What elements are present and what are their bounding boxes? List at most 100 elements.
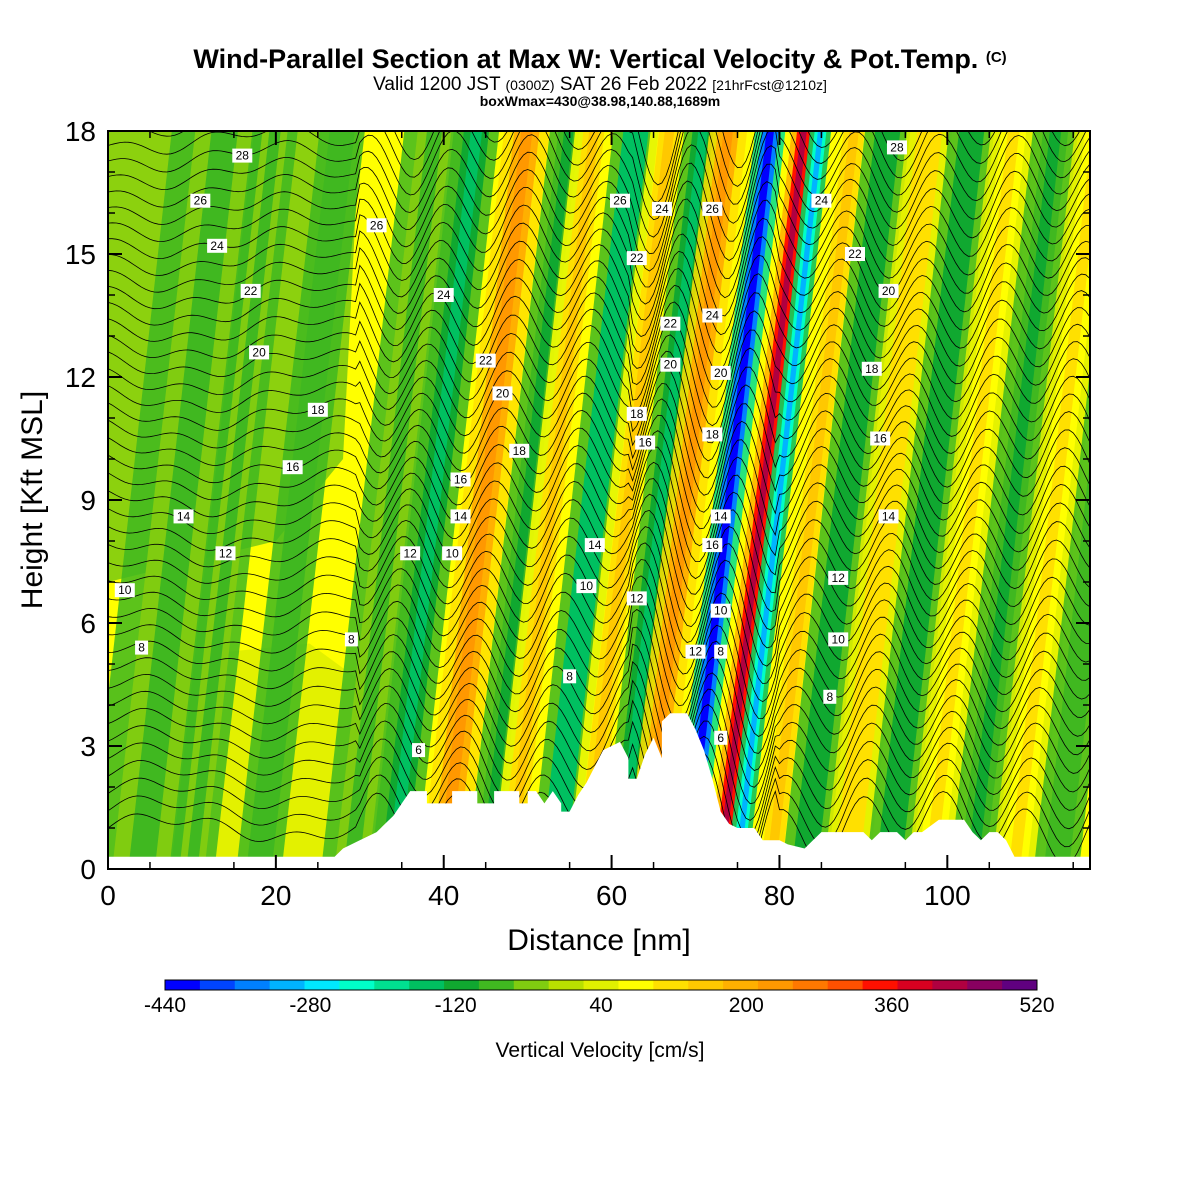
contour-label-box [878, 283, 899, 298]
contour-label-box [660, 316, 681, 331]
colorbar-swatch [583, 980, 619, 990]
velocity-band-core [253, 131, 348, 869]
contour-label-box [861, 361, 882, 376]
colorbar-tick-label: 200 [729, 994, 764, 1017]
velocity-band-core [966, 131, 1062, 869]
colorbar-swatch [234, 980, 271, 990]
contour-label-box [702, 427, 723, 442]
contour-label: 26 [194, 194, 208, 208]
velocity-band-core [547, 131, 642, 869]
x-tick-label: 60 [596, 880, 627, 911]
contour-label-box [135, 640, 149, 655]
colorbar-swatch [304, 980, 340, 990]
contour-label: 26 [613, 194, 627, 208]
velocity-band-core [1008, 147, 1090, 869]
contour-label: 8 [826, 690, 833, 704]
contour-label-box [249, 345, 270, 360]
colorbar-swatch [513, 980, 550, 990]
contour-label: 10 [580, 579, 594, 593]
contour-label-box [710, 365, 731, 380]
colorbar-swatch [339, 980, 375, 990]
x-tick-label: 40 [428, 880, 459, 911]
contour-label: 16 [638, 436, 652, 450]
y-tick-label: 3 [80, 731, 96, 762]
contour-label: 20 [252, 345, 266, 359]
contour-label-box [563, 669, 577, 684]
theta-contour-line [108, 131, 1090, 238]
box-max-info: boxWmax=430@38.98,140.88,1689m [479, 93, 721, 109]
velocity-band-core [581, 131, 675, 869]
contour-label-box [702, 308, 723, 323]
contour-label: 26 [706, 202, 720, 216]
colorbar-swatch [165, 980, 201, 990]
theta-contour-line [108, 660, 1090, 788]
contour-label: 22 [479, 354, 493, 368]
velocity-band-core [186, 131, 281, 869]
colorbar-swatch [409, 980, 445, 990]
contour-label-box [828, 570, 849, 585]
velocity-band-core [840, 131, 936, 869]
contour-label: 10 [832, 632, 846, 646]
contour-label: 14 [714, 509, 728, 523]
x-tick-label: 80 [764, 880, 795, 911]
contour-label-box [823, 689, 837, 704]
velocity-band [1001, 131, 1090, 869]
contour-label: 20 [664, 358, 678, 372]
theta-contour-line [108, 292, 1090, 408]
theta-contour-line [108, 273, 1090, 391]
contour-label-box [450, 509, 471, 524]
colorbar-swatch [478, 980, 515, 990]
colorbar-tick-label: -440 [144, 994, 186, 1017]
colorbar-tick-label: -280 [289, 994, 331, 1017]
theta-contour-line [108, 310, 1090, 427]
contour-label: 8 [566, 669, 573, 683]
theta-contour-line [108, 461, 1090, 580]
contour-label: 14 [454, 509, 468, 523]
contour-label: 12 [403, 546, 417, 560]
contour-label: 24 [655, 202, 669, 216]
contour-label-box [492, 386, 513, 401]
colorbar-swatch [723, 980, 759, 990]
velocity-band-core [882, 131, 978, 869]
y-tick-label: 15 [65, 239, 96, 270]
colorbar-swatch [792, 980, 829, 990]
contour-label: 8 [348, 632, 355, 646]
contour-label: 20 [714, 366, 728, 380]
contour-label-box [344, 632, 358, 647]
contour-label-box [870, 431, 891, 446]
theta-contour-line [108, 446, 1090, 562]
colorbar-swatch [548, 980, 585, 990]
colorbar-swatch [269, 980, 306, 990]
colorbar-swatch [374, 980, 410, 990]
theta-contour-line [108, 254, 1090, 372]
colorbar-swatch [199, 980, 236, 990]
contour-label: 14 [177, 509, 191, 523]
contour-label-box [828, 632, 849, 647]
contour-label-box [173, 509, 194, 524]
contour-label: 18 [513, 444, 527, 458]
contour-label: 20 [882, 284, 896, 298]
theta-contour-line [108, 626, 1090, 754]
colorbar-frame [164, 979, 1038, 991]
theta-contour-line [108, 382, 1090, 496]
theta-contour-line [108, 430, 1090, 547]
contour-label: 24 [210, 239, 224, 253]
theta-contour-line [108, 131, 1090, 221]
theta-contour-line [108, 542, 1090, 667]
theta-contour-line [108, 236, 1090, 354]
contour-label-box [584, 538, 605, 553]
contour-label: 22 [244, 284, 258, 298]
contour-label: 16 [873, 432, 887, 446]
contour-label: 14 [882, 509, 896, 523]
contour-label: 22 [848, 247, 862, 261]
colorbar-swatch [897, 980, 933, 990]
theta-contour-line [108, 145, 1090, 272]
contour-label: 6 [717, 731, 724, 745]
contour-label-box [232, 148, 253, 163]
theta-contour-line [108, 347, 1090, 462]
contour-label-box [702, 201, 723, 216]
contour-label-box [886, 140, 907, 155]
theta-contour-line [108, 643, 1090, 771]
x-axis-title: Distance [nm] [507, 924, 690, 957]
contour-label: 12 [832, 571, 846, 585]
